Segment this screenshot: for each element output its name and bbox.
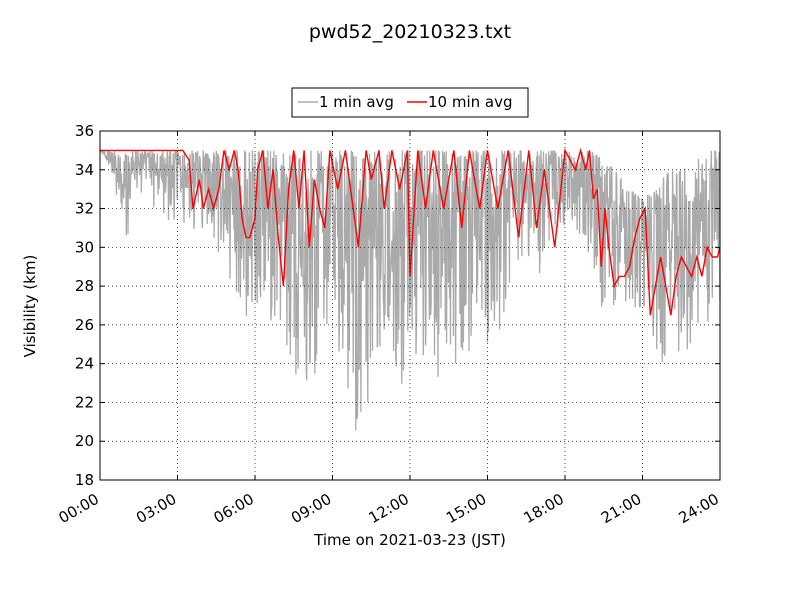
y-tick-label: 24 <box>75 355 94 373</box>
x-tick-label: 24:00 <box>676 490 722 527</box>
y-tick-label: 22 <box>75 393 94 411</box>
y-tick-label: 36 <box>75 122 94 140</box>
x-tick-label: 15:00 <box>443 490 489 527</box>
y-tick-label: 28 <box>75 277 94 295</box>
y-tick-label: 26 <box>75 316 94 334</box>
x-tick-label: 12:00 <box>366 490 412 527</box>
series-1min-line <box>99 148 721 431</box>
x-tick-label: 06:00 <box>211 490 257 527</box>
y-tick-label: 34 <box>75 161 94 179</box>
plot-frame <box>99 130 721 481</box>
x-tick-label: 03:00 <box>133 490 179 527</box>
y-tick-label: 32 <box>75 200 94 218</box>
y-tick-label: 20 <box>75 432 94 450</box>
legend-label-1min: 1 min avg <box>319 93 394 111</box>
chart-title: pwd52_20210323.txt <box>309 21 511 43</box>
legend: 1 min avg 10 min avg <box>291 87 529 118</box>
y-tick-label: 30 <box>75 238 94 256</box>
series-10min-line <box>100 147 721 316</box>
x-tick-label: 18:00 <box>521 490 567 527</box>
legend-label-10min: 10 min avg <box>428 93 513 111</box>
x-tick-label: 09:00 <box>288 490 334 527</box>
x-tick-label: 00:00 <box>56 490 102 527</box>
x-axis-label: Time on 2021-03-23 (JST) <box>313 531 506 549</box>
x-tick-label: 21:00 <box>598 490 644 527</box>
plot-area <box>99 147 721 431</box>
y-axis-label: Visibility (km) <box>21 255 39 358</box>
y-tick-label: 18 <box>75 471 94 489</box>
